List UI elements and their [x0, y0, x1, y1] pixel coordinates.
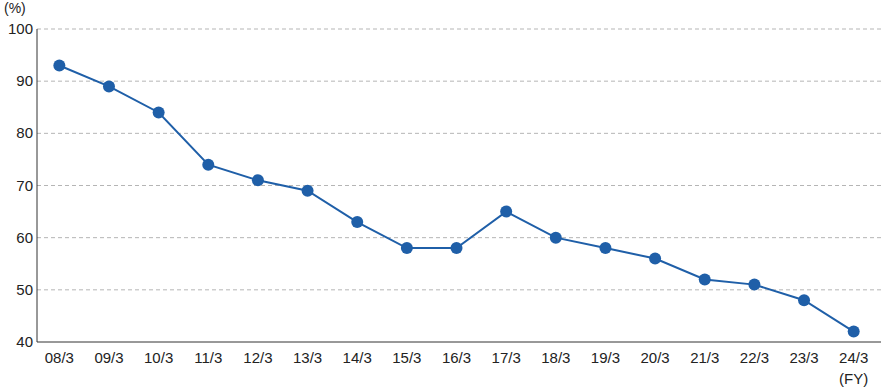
grid-line: [37, 237, 881, 238]
data-point: [202, 159, 214, 171]
grid-line: [37, 29, 881, 30]
y-axis-label: (%): [4, 0, 26, 16]
y-tick-label: 60: [16, 229, 33, 246]
data-point: [798, 294, 810, 306]
grid-line: [37, 81, 881, 82]
x-tick-label: 19/3: [591, 349, 620, 366]
data-line: [59, 66, 853, 332]
y-tick-label: 50: [16, 281, 33, 298]
x-tick-label: 12/3: [243, 349, 272, 366]
x-axis-label: (FY): [839, 370, 868, 387]
data-point: [401, 242, 413, 254]
x-tick-label: 08/3: [45, 349, 74, 366]
x-tick-label: 20/3: [641, 349, 670, 366]
data-point: [103, 80, 115, 92]
x-tick-label: 15/3: [392, 349, 421, 366]
y-tick-label: 100: [8, 20, 33, 37]
plot-group: [53, 60, 859, 338]
y-axis: [37, 29, 38, 342]
data-point: [252, 174, 264, 186]
x-tick-label: 13/3: [293, 349, 322, 366]
x-tick-label: 18/3: [541, 349, 570, 366]
data-point: [649, 253, 661, 265]
data-point: [53, 60, 65, 72]
data-point: [699, 273, 711, 285]
x-tick-label: 14/3: [343, 349, 372, 366]
grid-line: [37, 185, 881, 186]
data-point: [500, 206, 512, 218]
data-point: [848, 326, 860, 338]
data-point: [550, 232, 562, 244]
data-point: [451, 242, 463, 254]
y-tick-label: 70: [16, 177, 33, 194]
data-point: [302, 185, 314, 197]
data-point: [153, 106, 165, 118]
x-tick-label: 11/3: [194, 349, 222, 366]
x-tick-label: 23/3: [789, 349, 818, 366]
chart: 40 50 60 70 80 90 100 (%) 08/3 09/3 10/3 11/3 12/3 13…: [0, 0, 881, 390]
data-point: [748, 279, 760, 291]
x-tick-label: 21/3: [690, 349, 719, 366]
x-tick-label: 22/3: [740, 349, 769, 366]
x-axis: [37, 342, 881, 343]
y-tick-label: 40: [16, 333, 33, 350]
y-tick-label: 80: [16, 124, 33, 141]
data-point: [599, 242, 611, 254]
x-tick-label: 16/3: [442, 349, 471, 366]
data-point: [351, 216, 363, 228]
x-tick-label: 10/3: [144, 349, 173, 366]
y-tick-label: 90: [16, 72, 33, 89]
grid-line: [37, 133, 881, 134]
x-tick-label: 24/3: [839, 349, 868, 366]
x-tick-label: 09/3: [94, 349, 123, 366]
x-tick-label: 17/3: [492, 349, 521, 366]
